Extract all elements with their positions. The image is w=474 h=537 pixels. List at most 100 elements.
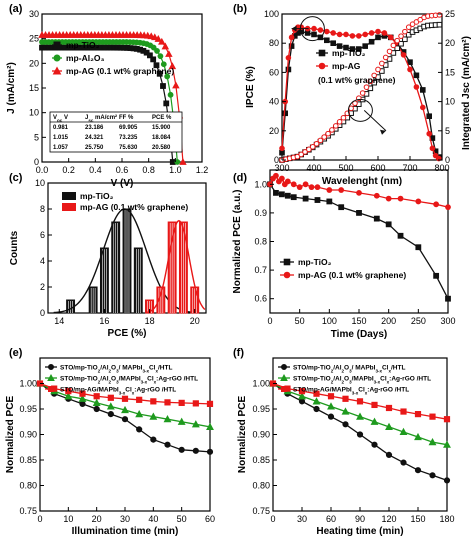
panel-f-ytick-label: 0.75 xyxy=(252,506,270,516)
panel-e-xtick-label: 60 xyxy=(205,514,215,524)
panel-e-point xyxy=(107,394,114,401)
panel-a-point xyxy=(164,73,171,80)
panel-d-point xyxy=(273,172,279,179)
panel-c-ytick-label: 2 xyxy=(40,282,45,292)
panel-b-point xyxy=(288,43,295,49)
panel-f-point xyxy=(356,431,364,438)
panel-d-point xyxy=(314,197,321,203)
panel-b-arrow-head xyxy=(291,25,297,32)
panel-f-point xyxy=(313,405,320,413)
panel-a-table-header: FF % xyxy=(119,115,134,121)
panel-b-legend-entry: mp-TiO₂ xyxy=(332,48,366,58)
panel-b-xtick-label: 500 xyxy=(338,163,353,173)
panel-d-ytick-label: 0.6 xyxy=(254,294,267,304)
legend-sub: x xyxy=(387,379,390,384)
panel-b-point xyxy=(332,123,339,129)
panel-f-label: (f) xyxy=(233,347,244,359)
panel-b-xtick-label: 800 xyxy=(434,163,449,173)
panel-c-legend-entry: mp-AG (0.1 wt% graphene) xyxy=(80,202,188,212)
panel-a-point xyxy=(161,42,170,50)
panel-a-table-cell: 20.580 xyxy=(152,145,171,151)
panel-d-point xyxy=(284,192,291,199)
panel-f-legend-point xyxy=(281,386,287,392)
panel-b-point xyxy=(336,31,343,38)
panel-b-point xyxy=(279,145,285,152)
legend-text: Cl xyxy=(147,376,154,383)
panel-a-table-cell: 69.905 xyxy=(119,125,138,131)
panel-b-point xyxy=(325,130,331,137)
panel-a-xtick-label: 1.0 xyxy=(169,165,182,175)
panel-b-point xyxy=(398,40,404,47)
panel-c-xtick-label: 18 xyxy=(145,316,155,326)
panel-b-ytick-label: 60 xyxy=(269,67,279,77)
legend-text: STO/mp-AG/MAPbI xyxy=(60,387,119,394)
panel-f-point xyxy=(443,440,451,448)
panel-b-xtick-label: 600 xyxy=(370,163,385,173)
panel-c-legend-swatch xyxy=(62,192,76,200)
table-header-sub: sc xyxy=(88,118,94,123)
panel-b-point xyxy=(362,43,368,49)
panel-a-legend-point xyxy=(53,41,61,49)
panel-f-point xyxy=(370,417,379,425)
panel-e-point xyxy=(206,448,214,455)
panel-f-point xyxy=(371,441,378,448)
panel-a-xtick-label: 0.2 xyxy=(62,165,75,175)
legend-text: O xyxy=(111,365,116,372)
panel-e-xtick-label: 10 xyxy=(63,514,73,524)
panel-b-point xyxy=(321,134,328,140)
panel-b-point xyxy=(343,44,349,51)
panel-a-point xyxy=(168,62,177,70)
panel-b-point xyxy=(382,54,389,61)
table-header-sub: oc xyxy=(57,118,63,123)
panel-b-point xyxy=(306,146,312,153)
legend-text: :Ag-rGO /HTL xyxy=(134,387,176,394)
panel-d-point xyxy=(338,187,345,193)
panel-e-point xyxy=(65,388,72,395)
panel-b-ytick-label: 20 xyxy=(269,126,279,136)
panel-c-xtick-label: 16 xyxy=(99,316,109,326)
table-header-text: PCE % xyxy=(152,115,172,121)
panel-f-point xyxy=(414,411,422,418)
panel-b-point xyxy=(413,84,420,90)
panel-b-point xyxy=(426,113,432,120)
panel-f-point xyxy=(298,388,306,395)
panel-c-legend-entry: mp-TiO₂ xyxy=(80,191,114,201)
panel-f-point xyxy=(429,413,436,420)
panel-a-table-header: PCE % xyxy=(152,115,172,121)
panel-f-point xyxy=(414,432,422,441)
panel-e-point xyxy=(64,392,73,400)
panel-d-point xyxy=(273,189,279,196)
panel-b-point xyxy=(288,34,295,41)
panel-b-point xyxy=(349,33,356,39)
panel-f-point xyxy=(356,398,364,405)
legend-text: /MAPbI xyxy=(352,376,374,383)
table-header-unit: mA/cm² xyxy=(93,114,117,121)
panel-a-ytick-label: 20 xyxy=(29,58,39,68)
legend-sub: 2 xyxy=(331,368,334,373)
legend-sub: x xyxy=(365,390,368,395)
panel-b-point xyxy=(367,78,374,85)
legend-sub: 2 xyxy=(109,379,112,384)
panel-c-ytick-label: 6 xyxy=(40,230,45,240)
panel-a-point xyxy=(154,48,160,54)
panel-b-point xyxy=(390,42,397,49)
panel-e-point xyxy=(78,394,87,402)
panel-b-point xyxy=(336,43,343,49)
panel-f-point xyxy=(298,392,306,400)
panel-b-point xyxy=(330,30,337,36)
panel-a-point xyxy=(167,91,174,98)
panel-b-arrow xyxy=(363,109,387,132)
panel-d-point xyxy=(415,244,422,251)
panel-d-point xyxy=(397,232,404,239)
panel-b-y2tick-label: 5 xyxy=(445,126,450,136)
legend-sub: x xyxy=(132,390,135,395)
panel-b-point xyxy=(311,31,317,38)
panel-d-point xyxy=(302,195,309,202)
panel-b-point xyxy=(402,36,408,43)
legend-text: /Al xyxy=(100,365,109,372)
panel-a-point xyxy=(151,33,159,41)
legend-sub: 2 xyxy=(98,368,101,373)
panel-b-legend-entry: mp-AG xyxy=(332,61,361,71)
panel-d-point xyxy=(290,194,297,201)
